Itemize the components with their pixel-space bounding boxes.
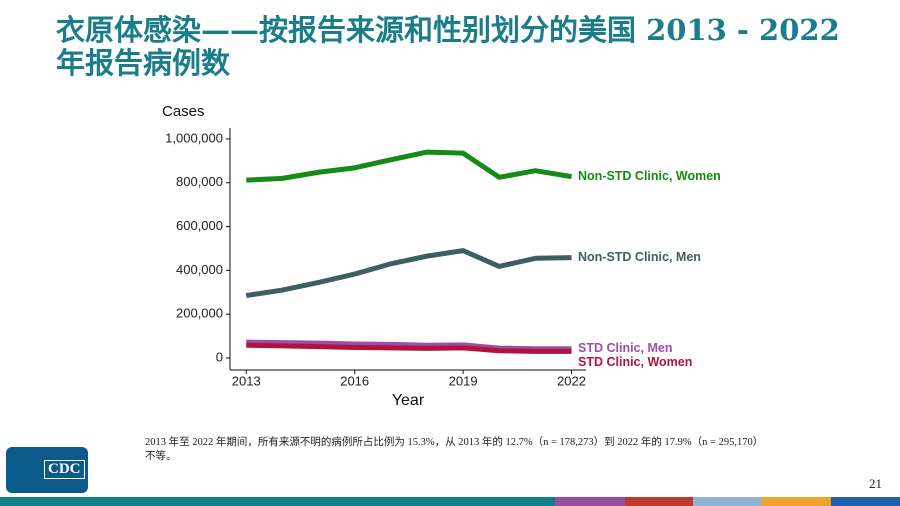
y-tick-label: 400,000 [176,262,223,277]
x-tick-label: 2019 [449,373,478,388]
series-line [245,248,572,299]
slide-title: 衣原体感染——按报告来源和性别划分的美国 2013 - 2022 年报告病例数 [56,13,840,80]
y-tick-label: 800,000 [176,174,223,189]
y-axis-title: Cases [162,103,205,120]
y-tick-label: 1,000,000 [165,130,223,145]
footnote: 2013 年至 2022 年期间，所有来源不明的病例所占比例为 15.3%，从 … [145,437,764,462]
series-label: STD Clinic, Women [578,355,692,369]
series-line [246,339,572,352]
x-tick-label: 2016 [340,373,369,388]
page-number: 21 [869,476,882,491]
logo: CDC [6,447,88,493]
y-tick-label: 600,000 [176,218,223,233]
x-tick-label: 2013 [232,373,261,388]
y-tick-label: 0 [216,349,223,364]
y-tick-label: 200,000 [176,306,223,321]
x-tick-label: 2022 [557,373,586,388]
series-label: STD Clinic, Men [578,341,672,355]
logo-text: CDC [44,460,85,479]
series-label: Non-STD Clinic, Men [578,250,701,264]
series-line [246,149,572,183]
series-line [246,342,572,354]
color-stripe [0,497,900,506]
x-axis-title: Year [392,392,425,409]
chart: Cases Year 0 200,000 400,000 600,000 800,000… [162,103,721,409]
series-label: Non-STD Clinic, Women [578,169,721,183]
